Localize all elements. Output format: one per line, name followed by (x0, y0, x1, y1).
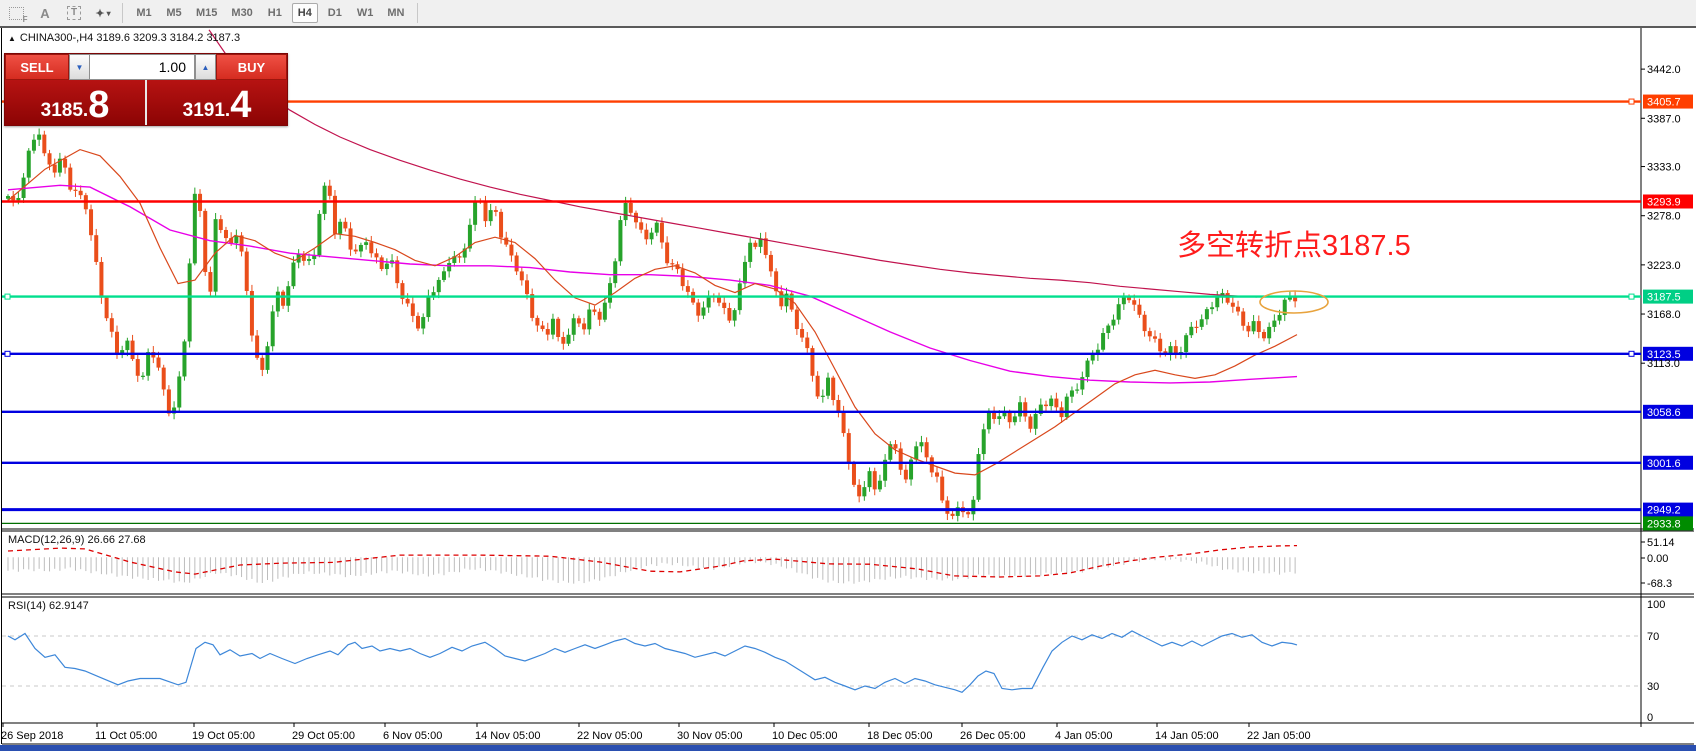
candles (6, 128, 1298, 522)
svg-text:3113.0: 3113.0 (1647, 358, 1680, 370)
highlight-ellipse (1259, 290, 1329, 314)
price-axis: 3442.0 3387.0 3333.0 3278.0 3223.0 3168.0 3113… (1641, 64, 1681, 370)
dropdown-caret-icon: ▾ (106, 8, 111, 18)
price-badge (1643, 502, 1693, 517)
text-box-icon[interactable]: T (61, 2, 87, 24)
timeframe-m5-button[interactable]: M5 (161, 3, 187, 23)
toolbar: F A T ✦ ▾ M1 M5 M15 M30 H1 H4 D1 W1 MN (0, 0, 1696, 28)
ma-long-line (208, 29, 1258, 298)
ma-fast-line (7, 148, 1298, 476)
svg-text:2933.8: 2933.8 (1647, 518, 1681, 530)
svg-text:70: 70 (1647, 631, 1659, 643)
line-handle (1628, 98, 1635, 105)
line-handle (1628, 293, 1635, 300)
volume-input[interactable] (90, 54, 195, 80)
price-badge (1643, 94, 1693, 109)
timeframe-d1-button[interactable]: D1 (322, 3, 348, 23)
draw-tool-icon[interactable]: ✦ ▾ (95, 7, 111, 20)
price-badge (1643, 455, 1693, 470)
date-label: 11 Oct 05:00 (95, 730, 157, 742)
svg-text:3293.9: 3293.9 (1647, 196, 1681, 208)
svg-text:2949.2: 2949.2 (1647, 505, 1681, 517)
date-label: 29 Oct 05:00 (292, 730, 355, 742)
line-handle (1628, 350, 1635, 357)
date-label: 26 Dec 05:00 (960, 730, 1025, 742)
timeframe-h1-button[interactable]: H1 (262, 3, 288, 23)
timeframe-mn-button[interactable]: MN (382, 3, 409, 23)
date-label: 14 Jan 05:00 (1155, 730, 1219, 742)
one-click-trade-panel: SELL ▼ ▲ BUY 3185.8 3191.4 (4, 53, 288, 126)
macd-signal-line (7, 544, 1298, 578)
svg-text:51.14: 51.14 (1647, 537, 1675, 549)
collapse-triangle-icon[interactable]: ▲ (8, 34, 16, 43)
svg-text:3405.7: 3405.7 (1647, 97, 1681, 109)
svg-text:0: 0 (1647, 712, 1653, 724)
svg-text:3187.5: 3187.5 (1647, 292, 1681, 304)
moving-averages (7, 29, 1298, 476)
chart-frame (1, 28, 1694, 745)
svg-text:3168.0: 3168.0 (1647, 309, 1681, 321)
date-label: 14 Nov 05:00 (475, 730, 540, 742)
date-label: 19 Oct 05:00 (192, 730, 255, 742)
toolbar-separator (417, 3, 419, 23)
date-axis: 26 Sep 2018 11 Oct 05:00 19 Oct 05:00 29 Oc… (1, 723, 1311, 742)
ma-mid-line (7, 184, 1298, 384)
date-label: 6 Nov 05:00 (383, 730, 442, 742)
price-badge (1643, 516, 1693, 531)
date-label: 22 Jan 05:00 (1247, 730, 1311, 742)
volume-decrease-button[interactable]: ▼ (69, 54, 90, 80)
buy-button[interactable]: BUY (216, 54, 287, 80)
timeframe-m15-button[interactable]: M15 (191, 3, 222, 23)
date-label: 22 Nov 05:00 (577, 730, 642, 742)
line-handle (4, 293, 11, 300)
timeframe-h4-button[interactable]: H4 (291, 3, 318, 23)
svg-text:3278.0: 3278.0 (1647, 211, 1681, 223)
date-label: 30 Nov 05:00 (677, 730, 742, 742)
svg-text:0.00: 0.00 (1647, 553, 1668, 565)
svg-text:30: 30 (1647, 681, 1659, 693)
timeframe-m1-button[interactable]: M1 (131, 3, 157, 23)
macd-label: MACD(12,26,9) 26.66 27.68 (8, 534, 146, 546)
date-label: 10 Dec 05:00 (772, 730, 837, 742)
svg-text:3001.6: 3001.6 (1647, 458, 1681, 470)
price-badge (1643, 404, 1693, 419)
price-badge (1643, 346, 1693, 361)
status-strip (0, 745, 1696, 751)
sell-price[interactable]: 3185. 8 (5, 80, 145, 125)
timeframe-w1-button[interactable]: W1 (352, 3, 379, 23)
price-badge (1643, 194, 1693, 209)
svg-text:3387.0: 3387.0 (1647, 113, 1681, 125)
rsi-label: RSI(14) 62.9147 (8, 600, 89, 612)
volume-increase-button[interactable]: ▲ (195, 54, 216, 80)
rsi-panel: 100 70 30 0 (2, 599, 1665, 724)
date-label: 18 Dec 05:00 (867, 730, 932, 742)
svg-text:3442.0: 3442.0 (1647, 64, 1681, 76)
svg-text:3123.5: 3123.5 (1647, 349, 1681, 361)
svg-text:3333.0: 3333.0 (1647, 162, 1681, 174)
svg-text:3223.0: 3223.0 (1647, 260, 1681, 272)
fractals-grid-icon[interactable]: F (3, 2, 29, 24)
svg-text:3058.6: 3058.6 (1647, 407, 1681, 419)
price-badge (1643, 289, 1693, 304)
buy-price[interactable]: 3191. 4 (145, 80, 287, 125)
svg-text:-68.3: -68.3 (1647, 578, 1672, 590)
date-label: 4 Jan 05:00 (1055, 730, 1113, 742)
toolbar-separator (122, 3, 123, 23)
svg-text:100: 100 (1647, 599, 1665, 611)
rsi-line (7, 630, 1298, 693)
sell-button[interactable]: SELL (5, 54, 69, 80)
text-label-icon[interactable]: A (40, 5, 50, 21)
line-handle (4, 350, 11, 357)
pivot-annotation-text: 多空转折点3187.5 (1177, 230, 1411, 262)
symbol-ohlc-title: ▲ CHINA300-,H4 3189.6 3209.3 3184.2 3187.… (8, 32, 241, 44)
timeframe-m30-button[interactable]: M30 (226, 3, 257, 23)
date-label: 26 Sep 2018 (1, 730, 63, 742)
macd-panel: 51.14 0.00 -68.3 (7, 537, 1675, 590)
